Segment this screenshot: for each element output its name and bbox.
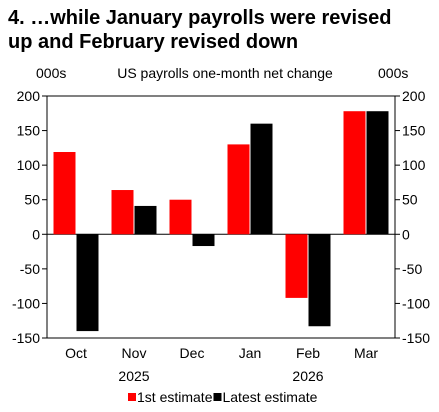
left-y-tick-label: -150: [12, 330, 40, 346]
x-tick-label: Mar: [354, 345, 378, 361]
legend-label-first-estimate: 1st estimate: [137, 389, 213, 405]
bar-latest-estimate-dec: [192, 234, 215, 247]
right-y-tick-label: -100: [402, 295, 430, 311]
chart-title: 4. …while January payrolls were revised …: [8, 6, 436, 54]
right-y-tick-label: 200: [402, 88, 426, 104]
legend-swatch-latest-estimate: [213, 393, 222, 401]
bar-latest-estimate-feb: [308, 234, 331, 327]
chart-title-line-2: up and February revised down: [8, 31, 299, 53]
bar-first-estimate-nov: [111, 190, 134, 235]
x-tick-label: Dec: [180, 345, 205, 361]
right-y-tick-label: 150: [402, 123, 426, 139]
bar-latest-estimate-oct: [76, 234, 99, 332]
bar-first-estimate-jan: [227, 144, 250, 235]
bar-first-estimate-oct: [53, 152, 76, 235]
right-y-tick-label: 0: [402, 226, 410, 242]
chart-subtitle: US payrolls one-month net change: [117, 65, 333, 81]
bar-first-estimate-mar: [343, 111, 366, 235]
left-y-tick-label: 0: [32, 226, 40, 242]
left-y-tick-label: 150: [17, 123, 41, 139]
right-y-tick-label: 50: [402, 192, 418, 208]
bar-latest-estimate-mar: [366, 111, 389, 235]
bar-first-estimate-dec: [169, 199, 192, 235]
x-tick-label: Jan: [239, 345, 262, 361]
right-y-tick-label: 100: [402, 157, 426, 173]
left-y-tick-label: -100: [12, 295, 40, 311]
right-y-tick-label: -150: [402, 330, 430, 346]
bar-first-estimate-feb: [285, 234, 308, 298]
bar-latest-estimate-jan: [250, 123, 273, 235]
legend-label-latest-estimate: Latest estimate: [222, 389, 317, 405]
chart-title-line-1: 4. …while January payrolls were revised: [8, 7, 392, 29]
x-tick-label: Nov: [122, 345, 147, 361]
left-axis-unit: 000s: [36, 65, 66, 81]
plot-frame: [46, 95, 396, 339]
x-tick-label: Feb: [296, 345, 320, 361]
right-y-tick-label: -50: [402, 261, 422, 277]
left-y-tick-label: 200: [17, 88, 41, 104]
legend-swatch-first-estimate: [128, 393, 136, 401]
left-y-tick-label: 50: [24, 192, 40, 208]
left-y-tick-label: -50: [20, 261, 40, 277]
left-y-tick-label: 100: [17, 157, 41, 173]
x-tick-label: Oct: [65, 345, 87, 361]
bar-latest-estimate-nov: [134, 205, 157, 235]
right-axis-unit: 000s: [378, 65, 408, 81]
year-label: 2025: [118, 368, 149, 384]
year-label: 2026: [292, 368, 323, 384]
